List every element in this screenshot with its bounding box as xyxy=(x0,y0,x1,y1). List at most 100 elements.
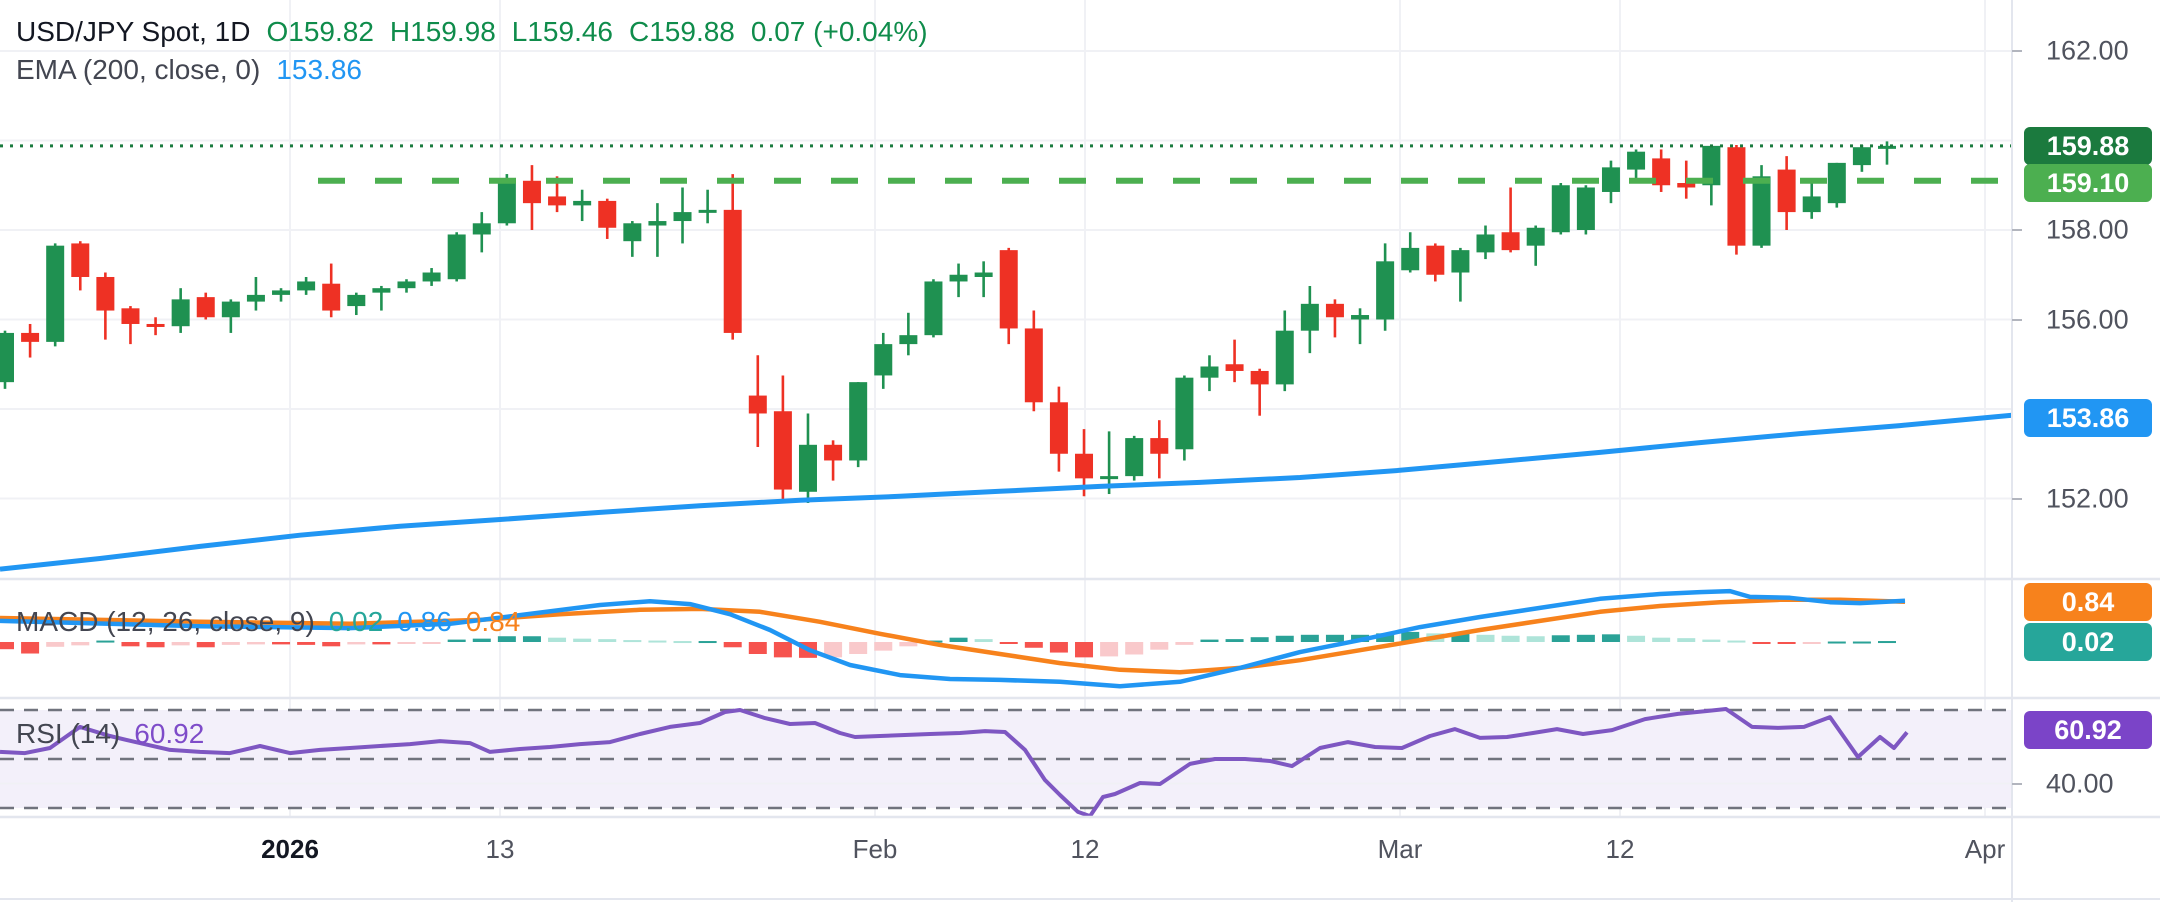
macd-histogram-bar xyxy=(1075,642,1094,658)
candle-body xyxy=(1877,145,1896,149)
candle-body xyxy=(21,332,40,342)
candle-body xyxy=(0,332,14,383)
ema-legend-title: EMA (200, close, 0) xyxy=(16,54,261,85)
macd-signal-line xyxy=(0,597,1906,675)
candle-body xyxy=(1075,453,1094,479)
candle-body xyxy=(96,276,115,311)
macd-histogram-bar xyxy=(1150,642,1169,650)
macd-histogram-bar xyxy=(522,636,541,642)
macd-histogram-bar xyxy=(121,642,140,647)
macd-histogram-bar xyxy=(1325,634,1344,642)
candle-body xyxy=(422,272,441,282)
macd-histogram-bar xyxy=(1802,642,1821,644)
macd-histogram-bar xyxy=(849,642,868,654)
candle-body xyxy=(1049,402,1068,454)
macd-histogram-bar xyxy=(347,642,366,645)
change-value: 0.07 (+0.04%) xyxy=(750,16,928,47)
macd-histogram-bar xyxy=(272,642,291,645)
macd-histogram-bar xyxy=(698,641,717,644)
macd-histogram-bar xyxy=(648,640,667,643)
macd-histogram-bar xyxy=(1175,642,1194,645)
macd-histogram-bar xyxy=(974,639,993,642)
candle-body xyxy=(673,212,692,222)
candle-body xyxy=(1852,147,1871,166)
macd-histogram-bar xyxy=(1250,637,1269,642)
candle-body xyxy=(497,178,516,224)
macd-histogram-bar xyxy=(1627,635,1646,642)
ohlc-close: C159.88 xyxy=(629,16,735,47)
candle-body xyxy=(1827,162,1846,204)
rsi-legend-title: RSI (14) xyxy=(16,718,121,749)
macd-histogram-bar xyxy=(322,642,341,647)
macd-legend[interactable]: MACD (12, 26, close, 9) 0.02 0.86 0.84 xyxy=(16,606,520,638)
candle-body xyxy=(1300,303,1319,331)
candle-body xyxy=(1175,377,1194,450)
macd-histogram-bar xyxy=(397,642,416,644)
candle-body xyxy=(1401,247,1420,271)
candle-body xyxy=(999,250,1018,329)
ema-legend[interactable]: EMA (200, close, 0) 153.86 xyxy=(16,54,362,86)
macd-histogram-bar xyxy=(573,638,592,642)
macd-histogram-bar xyxy=(1852,641,1871,644)
candle-body xyxy=(974,272,993,277)
macd-histogram-bar xyxy=(949,637,968,642)
candle-body xyxy=(347,294,366,307)
macd-histogram-bar xyxy=(171,642,190,646)
rsi-legend[interactable]: RSI (14) 60.92 xyxy=(16,718,204,750)
candle-body xyxy=(1200,366,1219,378)
macd-histogram-bar xyxy=(1100,642,1119,657)
macd-histogram-bar xyxy=(899,642,918,647)
macd-histogram-bar xyxy=(146,642,165,648)
candle-body xyxy=(121,308,140,324)
candle-body xyxy=(1627,151,1646,170)
macd-histogram-bar xyxy=(422,642,441,644)
candle-body xyxy=(1100,476,1119,480)
macd-histogram-bar xyxy=(1752,642,1771,644)
macd-histogram-bar xyxy=(1024,642,1043,648)
macd-histogram-bar xyxy=(598,639,617,642)
ohlc-low: L159.46 xyxy=(511,16,613,47)
candle-body xyxy=(899,335,918,345)
candle-body xyxy=(874,344,893,376)
ohlc-open: O159.82 xyxy=(266,16,374,47)
candle-body xyxy=(1652,158,1671,186)
candle-body xyxy=(196,297,215,318)
candle-body xyxy=(372,288,391,293)
candle-body xyxy=(573,200,592,206)
macd-histogram-bar xyxy=(1877,641,1896,644)
candle-body xyxy=(1376,261,1395,320)
candle-body xyxy=(1476,234,1495,253)
candle-body xyxy=(447,234,466,280)
candle-body xyxy=(46,245,65,342)
rsi-line xyxy=(0,707,1909,819)
macd-histogram-bar xyxy=(1501,635,1520,642)
macd-hist-value: 0.02 xyxy=(328,606,384,637)
macd-histogram-bar xyxy=(748,642,767,654)
candle-body xyxy=(1426,245,1445,275)
candle-body xyxy=(1125,438,1144,477)
candle-body xyxy=(598,200,617,228)
macd-histogram-bar xyxy=(1526,636,1545,642)
macd-histogram-bar xyxy=(623,640,642,643)
candle-body xyxy=(1727,147,1746,246)
macd-legend-title: MACD (12, 26, close, 9) xyxy=(16,606,315,637)
macd-histogram-bar xyxy=(548,637,567,642)
time-axis-label-12: 12 xyxy=(1070,834,1100,864)
time-axis-label-feb: Feb xyxy=(852,834,898,864)
macd-histogram-bar xyxy=(0,642,14,650)
candle-body xyxy=(548,196,567,206)
candle-body xyxy=(849,382,868,461)
close-price-badge: 159.88 xyxy=(2024,127,2152,165)
macd-histogram-bar xyxy=(1827,641,1846,644)
price-axis-label: 162.00 xyxy=(2046,35,2129,66)
symbol-legend[interactable]: USD/JPY Spot, 1D O159.82 H159.98 L159.46… xyxy=(16,16,928,48)
candle-body xyxy=(1802,196,1821,213)
candle-body xyxy=(924,281,943,336)
symbol-title[interactable]: USD/JPY Spot, 1D xyxy=(16,16,251,47)
ema-value-badge: 153.86 xyxy=(2024,399,2152,437)
candle-body xyxy=(1275,330,1294,385)
macd-histogram-bar xyxy=(1476,634,1495,642)
macd-histogram-bar xyxy=(1777,642,1796,644)
macd-histogram-bar xyxy=(723,642,742,648)
